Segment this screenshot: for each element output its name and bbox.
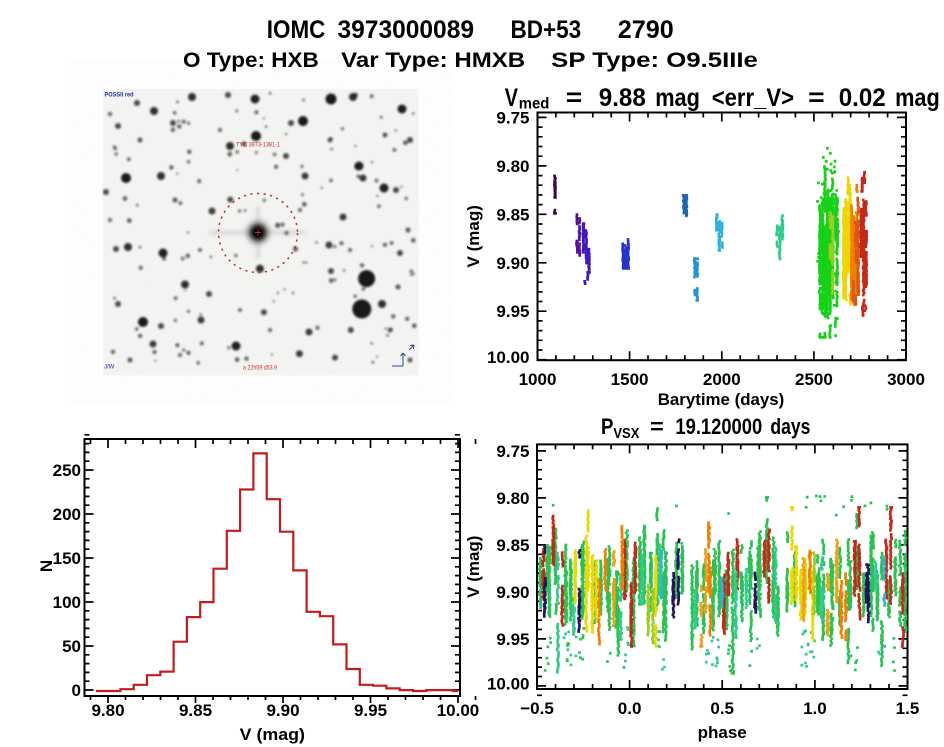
- svg-text:9.80: 9.80: [496, 157, 529, 176]
- svg-text:days: days: [770, 414, 810, 439]
- svg-text:0.02: 0.02: [839, 84, 886, 112]
- svg-text:9.75: 9.75: [496, 108, 529, 127]
- svg-text:=: =: [808, 84, 825, 112]
- svg-text:V (mag): V (mag): [464, 536, 483, 598]
- svg-text:=: =: [566, 84, 583, 112]
- svg-text:Barytime (days): Barytime (days): [658, 390, 785, 409]
- svg-text:2500: 2500: [795, 370, 833, 389]
- svg-text:−0.5: −0.5: [520, 699, 554, 718]
- svg-text:200: 200: [53, 505, 81, 524]
- svg-text:1.0: 1.0: [803, 699, 827, 718]
- svg-text:Var Type: HMXB: Var Type: HMXB: [341, 49, 525, 72]
- svg-text:0.5: 0.5: [710, 699, 734, 718]
- svg-text:9.85: 9.85: [179, 701, 212, 720]
- svg-text:phase: phase: [698, 723, 747, 742]
- svg-text:150: 150: [53, 549, 81, 568]
- svg-text:VSX: VSX: [613, 426, 639, 442]
- svg-text:N: N: [37, 560, 56, 572]
- svg-text:IOMC: IOMC: [267, 16, 326, 44]
- svg-text:0.0: 0.0: [618, 699, 642, 718]
- svg-text:250: 250: [53, 461, 81, 480]
- svg-text:3000: 3000: [887, 370, 925, 389]
- svg-text:50: 50: [62, 637, 81, 656]
- svg-text:TYC 3973-1381-1: TYC 3973-1381-1: [236, 142, 280, 149]
- svg-text:9.95: 9.95: [354, 701, 387, 720]
- svg-text:2000: 2000: [703, 370, 741, 389]
- svg-text:POSSII red: POSSII red: [105, 93, 134, 99]
- svg-text:9.80: 9.80: [91, 701, 124, 720]
- svg-text:9.80: 9.80: [496, 489, 529, 508]
- svg-text:9.95: 9.95: [496, 630, 529, 649]
- svg-text:10.00: 10.00: [487, 674, 530, 693]
- svg-text:1.5: 1.5: [896, 699, 920, 718]
- svg-text:9.90: 9.90: [266, 701, 299, 720]
- svg-text:mag: mag: [655, 84, 700, 112]
- svg-text:9.85: 9.85: [496, 536, 529, 555]
- svg-text:V: V: [505, 84, 518, 112]
- svg-text:1500: 1500: [611, 370, 649, 389]
- svg-text:10.00: 10.00: [437, 701, 480, 720]
- svg-text:9.75: 9.75: [496, 442, 529, 461]
- svg-text:3973000089: 3973000089: [338, 16, 475, 44]
- svg-text:10.00: 10.00: [487, 348, 530, 367]
- svg-text:O Type: HXB: O Type: HXB: [183, 49, 319, 72]
- svg-text:mag: mag: [895, 84, 940, 112]
- svg-text:<err_V>: <err_V>: [712, 84, 794, 112]
- svg-text:0: 0: [72, 681, 81, 700]
- svg-text:9.90: 9.90: [496, 583, 529, 602]
- svg-text:9.85: 9.85: [496, 205, 529, 224]
- svg-text:9.95: 9.95: [496, 302, 529, 321]
- svg-text:med: med: [519, 96, 550, 113]
- svg-text:2790: 2790: [618, 16, 674, 44]
- svg-text:19.120000: 19.120000: [675, 414, 762, 439]
- svg-text:9.90: 9.90: [496, 254, 529, 273]
- svg-text:V (mag): V (mag): [240, 725, 305, 744]
- svg-text:BD+53: BD+53: [511, 16, 582, 44]
- svg-text:100: 100: [53, 593, 81, 612]
- svg-text:J/W: J/W: [104, 365, 115, 371]
- svg-text:P: P: [601, 414, 613, 439]
- svg-text:a 22h59 d53.9: a 22h59 d53.9: [243, 366, 278, 372]
- svg-text:9.88: 9.88: [599, 84, 646, 112]
- svg-text:1000: 1000: [519, 370, 557, 389]
- svg-text:V (mag): V (mag): [464, 205, 483, 267]
- svg-text:=: =: [650, 414, 664, 439]
- svg-text:SP Type: O9.5IIIe: SP Type: O9.5IIIe: [551, 49, 758, 72]
